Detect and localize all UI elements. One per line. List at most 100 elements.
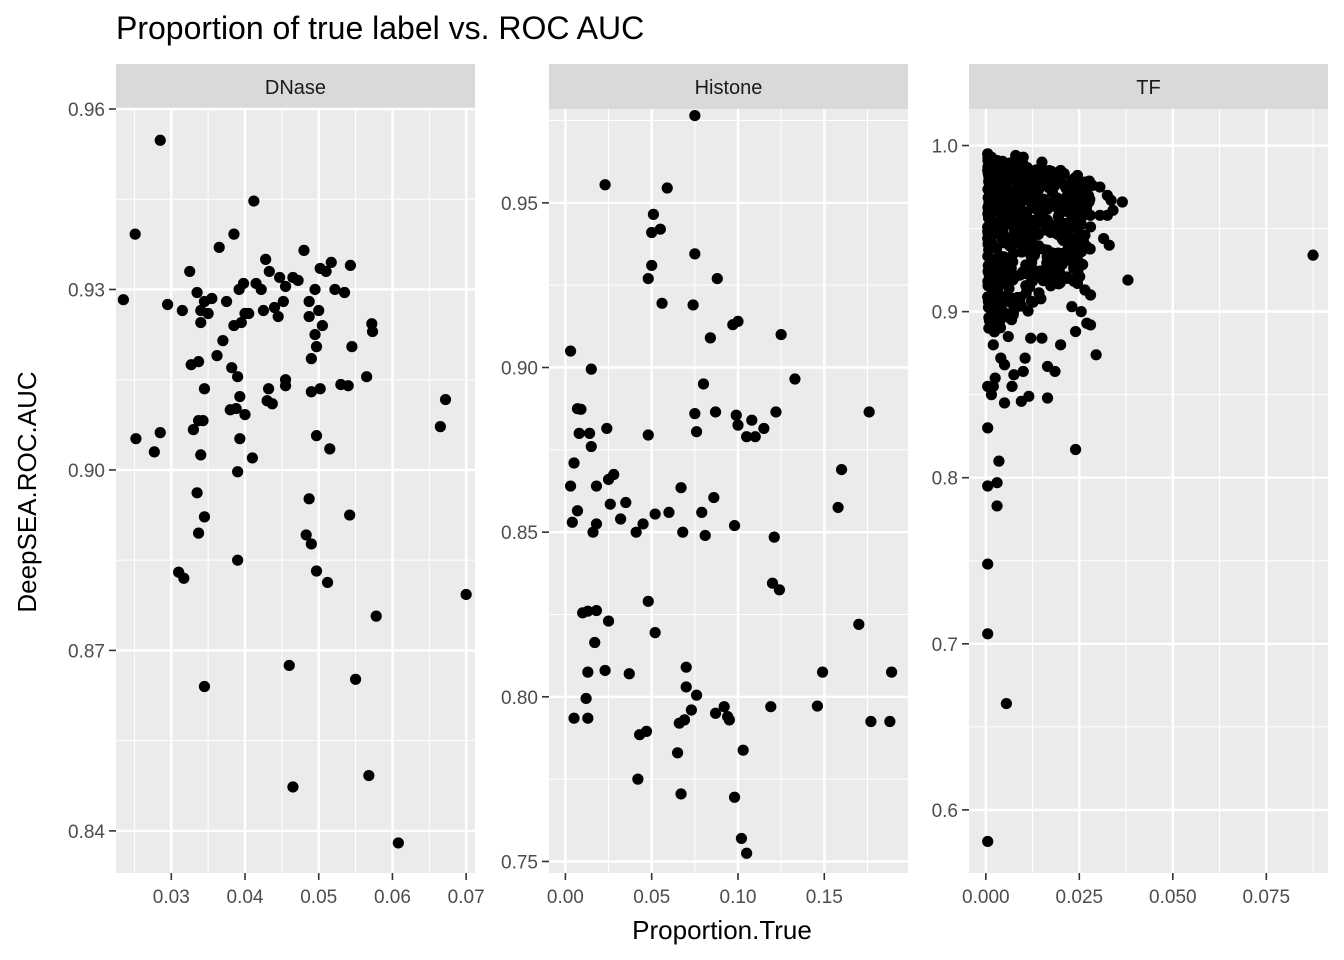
data-point [154, 427, 166, 439]
data-point [642, 429, 654, 441]
data-point [342, 380, 354, 392]
data-point [162, 298, 174, 311]
data-point [1016, 195, 1028, 207]
data-point [1002, 330, 1014, 343]
data-point [1008, 369, 1020, 381]
data-point [853, 618, 865, 630]
data-point [765, 701, 777, 713]
chart-title: Proportion of true label vs. ROC AUC [116, 10, 644, 46]
data-point [1063, 236, 1076, 248]
data-point [257, 304, 270, 317]
data-point [982, 422, 994, 434]
data-point [1065, 194, 1077, 206]
data-point [283, 659, 295, 672]
data-point [197, 415, 209, 427]
y-axis-title: DeepSEA.ROC.AUC [12, 371, 42, 612]
facet-panel-tf: TF 0.000 0.025 0.050 0.075 0.6 0.7 0.8 0.9 1.0 [932, 64, 1328, 908]
data-point [361, 371, 373, 383]
data-point [1011, 181, 1023, 193]
data-point [580, 692, 592, 705]
data-point [998, 251, 1010, 263]
data-point [590, 480, 603, 492]
data-point [630, 526, 642, 538]
y-tick-label: 0.93 [68, 280, 105, 301]
data-point [599, 179, 611, 191]
data-point [184, 265, 196, 278]
data-point [1116, 196, 1128, 208]
data-point [1021, 268, 1033, 280]
data-point [1103, 239, 1115, 251]
strip-background [549, 64, 908, 109]
data-point [246, 452, 258, 464]
data-point [309, 328, 321, 341]
data-point [649, 508, 661, 520]
data-point [1013, 236, 1025, 248]
data-point [1020, 259, 1032, 271]
data-point [305, 353, 317, 365]
data-point [732, 419, 744, 431]
data-point [1045, 261, 1057, 273]
data-point [316, 319, 329, 332]
data-point [1079, 229, 1091, 241]
data-point [623, 668, 635, 680]
strip-background [969, 64, 1328, 109]
data-point [1041, 392, 1054, 404]
data-point [992, 294, 1004, 306]
data-point [1019, 352, 1031, 364]
data-point [321, 576, 334, 589]
data-point [248, 195, 260, 207]
data-point [991, 281, 1003, 294]
y-tick-label: 0.7 [932, 635, 958, 656]
data-point [274, 271, 286, 284]
data-point [279, 280, 292, 293]
data-point [675, 482, 687, 494]
data-point [982, 628, 994, 640]
data-point [709, 406, 722, 418]
data-point [1033, 287, 1045, 299]
data-point [305, 386, 317, 398]
data-point [599, 664, 611, 677]
data-point [991, 477, 1003, 489]
data-point [1077, 258, 1089, 271]
data-point [816, 666, 829, 678]
data-point [1006, 211, 1018, 224]
data-point [728, 791, 741, 803]
data-point [1024, 249, 1037, 261]
data-point [329, 283, 341, 296]
data-point [687, 299, 699, 311]
data-point [585, 440, 597, 453]
y-tick-label: 0.6 [932, 801, 958, 822]
data-point [993, 455, 1005, 467]
data-point [728, 519, 741, 532]
data-point [1056, 247, 1069, 260]
data-point [590, 604, 603, 617]
facet-panel-dnase: DNase 0.03 0.04 0.05 0.06 0.07 0.84 0.87 0.90 0.9… [68, 64, 485, 908]
data-point [770, 406, 782, 418]
data-point [198, 511, 211, 523]
points-group [564, 109, 898, 859]
y-tick-label: 0.96 [68, 100, 105, 121]
data-point [709, 707, 722, 719]
data-point [279, 380, 292, 392]
panel-background [116, 109, 475, 873]
data-point [863, 406, 875, 418]
data-point [995, 352, 1007, 364]
data-point [234, 390, 246, 403]
data-point [176, 304, 188, 317]
data-point [338, 286, 351, 299]
data-point [313, 304, 325, 317]
data-point [1050, 192, 1062, 204]
x-tick-label: 0.06 [374, 887, 411, 908]
data-point [439, 393, 452, 406]
data-point [272, 310, 284, 323]
data-point [998, 397, 1011, 409]
data-point [568, 457, 580, 469]
data-point [1045, 165, 1057, 177]
data-point [602, 473, 615, 486]
data-point [1018, 209, 1030, 221]
data-point [366, 325, 379, 338]
data-point [277, 295, 289, 308]
data-point [564, 480, 577, 492]
data-point [434, 421, 446, 433]
data-point [997, 175, 1009, 188]
